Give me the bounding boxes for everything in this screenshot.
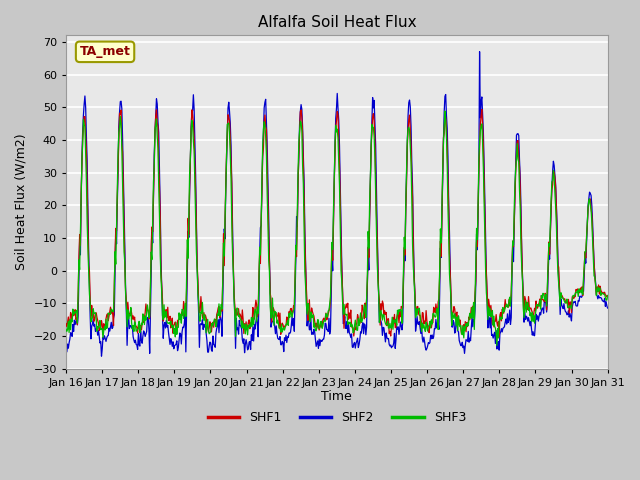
SHF3 [211,317,219,323]
X-axis label: Time: Time [321,390,352,403]
SHF1 [495,334,503,340]
Y-axis label: Soil Heat Flux (W/m2): Soil Heat Flux (W/m2) [15,133,28,270]
Line: SHF2: SHF2 [66,52,607,356]
SHF2 [129,323,136,329]
SHF1 [211,317,219,323]
Line: SHF1: SHF1 [66,109,607,337]
SHF3 [493,343,500,348]
SHF3 [419,320,426,326]
SHF2 [184,268,191,274]
SHF1 [183,287,191,293]
SHF3 [403,168,410,173]
SHF2 [212,330,220,336]
SHF2 [604,305,611,311]
SHF2 [403,146,411,152]
SHF1 [128,310,136,316]
SHF2 [98,353,106,359]
SHF3 [604,293,611,299]
SHF3 [441,108,449,114]
Legend: SHF1, SHF2, SHF3: SHF1, SHF2, SHF3 [203,406,471,429]
SHF1 [62,321,70,326]
Title: Alfalfa Soil Heat Flux: Alfalfa Soil Heat Flux [257,15,416,30]
SHF3 [128,320,136,326]
SHF1 [403,180,410,186]
SHF3 [62,326,70,332]
SHF1 [72,316,80,322]
SHF1 [419,310,426,315]
SHF1 [604,293,611,299]
SHF2 [62,340,70,346]
Text: TA_met: TA_met [79,45,131,59]
SHF2 [419,339,427,345]
SHF3 [183,277,191,283]
SHF3 [72,308,80,314]
SHF2 [72,319,80,324]
SHF1 [478,107,486,112]
SHF2 [476,49,483,55]
Line: SHF3: SHF3 [66,111,607,346]
